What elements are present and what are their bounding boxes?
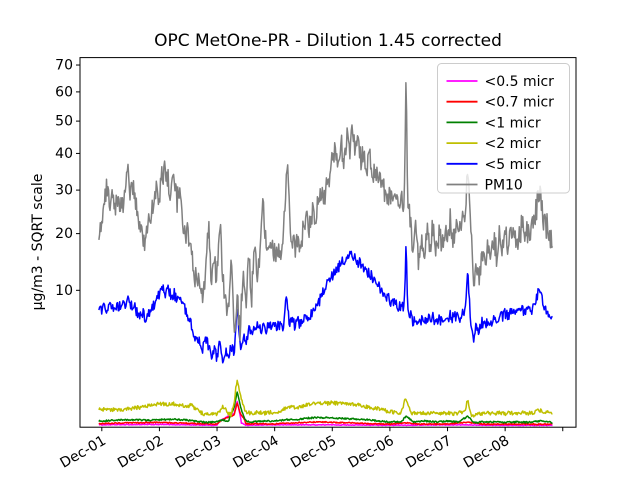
y-tick-label: 50 <box>55 114 73 130</box>
x-tick-label: Dec-03 <box>173 433 224 472</box>
chart-title: OPC MetOne-PR - Dilution 1.45 corrected <box>154 31 502 51</box>
x-tick-label: Dec-08 <box>461 433 512 472</box>
y-tick-label: 70 <box>55 58 73 74</box>
legend-label-5micr: <5 micr <box>485 157 541 173</box>
legend-label-pm10: PM10 <box>485 178 523 194</box>
legend-label-05micr: <0.5 micr <box>485 74 555 90</box>
y-tick-label: 30 <box>55 183 73 199</box>
legend-box <box>437 63 570 194</box>
legend-label-1micr: <1 micr <box>485 115 541 131</box>
y-tick-label: 10 <box>55 283 73 299</box>
series-line-1micr <box>98 391 553 424</box>
x-tick-label: Dec-01 <box>58 433 109 472</box>
x-tick-label: Dec-05 <box>288 433 339 472</box>
series-layer <box>98 82 554 427</box>
series-line-5micr <box>98 245 553 364</box>
series-line-07micr <box>98 402 553 426</box>
x-tick-label: Dec-07 <box>403 433 454 472</box>
x-tick-label: Dec-02 <box>115 433 166 472</box>
y-tick-label: 20 <box>55 226 73 242</box>
legend-label-2micr: <2 micr <box>485 136 541 152</box>
y-axis-label: µg/m3 - SQRT scale <box>30 173 46 311</box>
axes-frame <box>79 57 577 428</box>
legend-label-07micr: <0.7 micr <box>485 95 555 111</box>
y-tick-label: 60 <box>55 84 73 100</box>
y-tick-label: 40 <box>55 146 73 162</box>
x-tick-label: Dec-06 <box>346 433 397 472</box>
series-line-05micr <box>98 400 553 427</box>
series-line-2micr <box>98 379 553 418</box>
series-line-pm10 <box>98 82 554 341</box>
x-tick-label: Dec-04 <box>230 433 281 472</box>
